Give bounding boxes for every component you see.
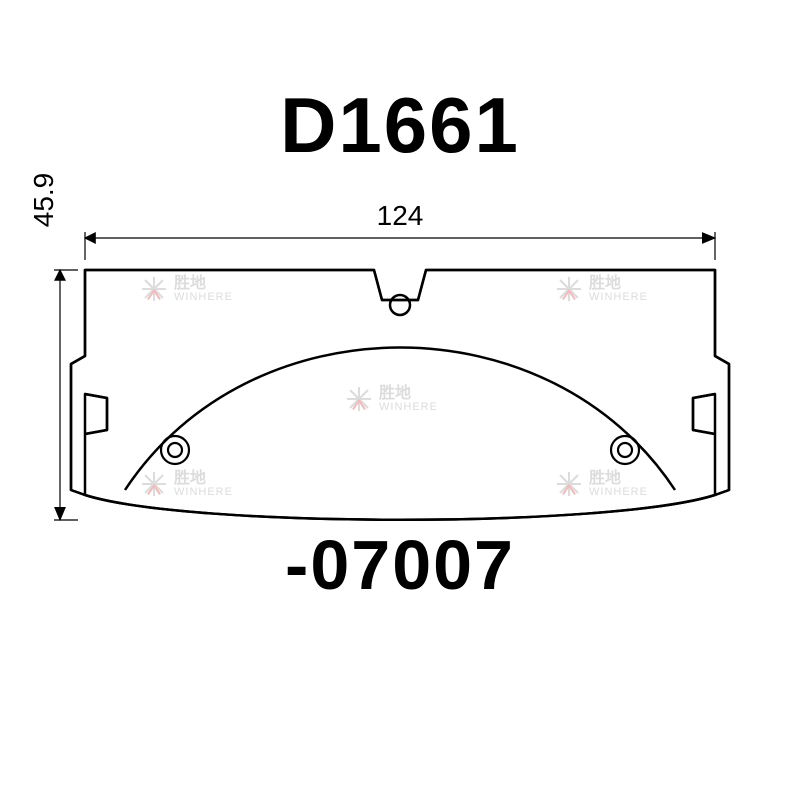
pad-inner-arc — [125, 348, 675, 491]
dimension-width — [85, 232, 715, 260]
part-suffix: -07007 — [0, 525, 800, 605]
rivet-left — [161, 436, 189, 464]
pad-outline — [71, 270, 729, 520]
rivet-right — [611, 436, 639, 464]
technical-drawing-canvas: D1661 124 45.9 胜地 WINHERE — [0, 0, 800, 800]
brake-pad-drawing — [0, 0, 800, 800]
center-hole — [390, 295, 410, 315]
dimension-height — [54, 270, 78, 520]
